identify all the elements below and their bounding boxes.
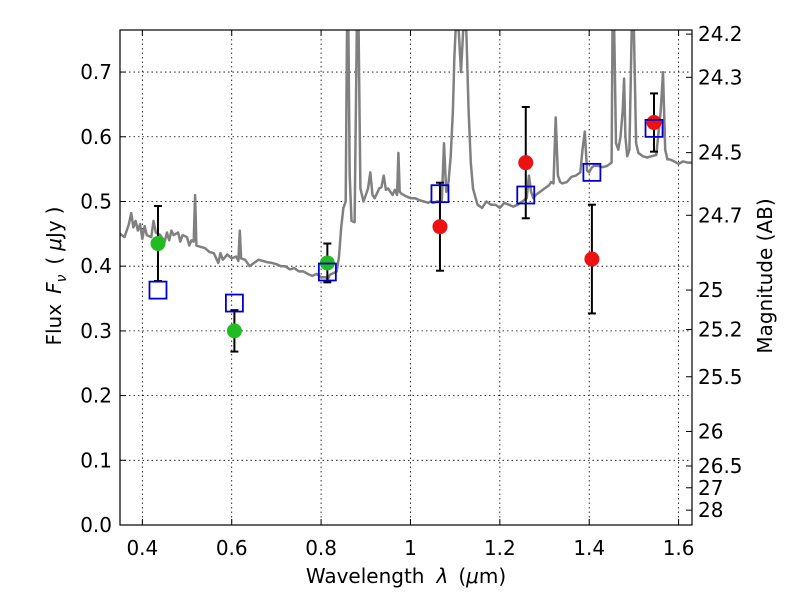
y-axis-label: FluxFν(μJy) [42,206,70,345]
grid [120,30,692,526]
y2-tick-label: 26 [698,419,723,443]
y2-tick-label: 28 [698,498,723,522]
y-tick-label: 0.1 [80,448,112,472]
model-square-marker [430,184,450,204]
y-tick-label: 0.7 [80,60,112,84]
model-square-marker [148,280,168,300]
y2-tick-label: 24.5 [698,141,743,165]
data-point [646,115,662,131]
model-spectrum-line [120,30,692,281]
y-tick-label: 0.4 [80,254,112,278]
model-square-marker [582,162,602,182]
y2-tick-label: 27 [698,476,723,500]
y-tick-label: 0.0 [80,513,112,537]
x-tick-label: 1.6 [663,536,695,560]
y-tick-label: 0.2 [80,384,112,408]
y-tick-label: 0.5 [80,189,112,213]
data-point [584,251,600,267]
plot-frame [119,29,693,526]
data-point [432,219,448,235]
x-tick-label: 1.4 [573,536,605,560]
y2-tick-label: 24.7 [698,203,743,227]
y2-tick-label: 26.5 [698,454,743,478]
x-tick-label: 0.8 [305,536,337,560]
model-square-marker [317,262,337,282]
model-square-marker [644,118,664,138]
ticks [120,30,692,526]
y2-tick-label: 25 [698,278,723,302]
y2-tick-label: 25.5 [698,365,743,389]
data-point [150,236,166,252]
x-axis-label: Wavelength λ (μm) [306,564,506,588]
model-square-marker [224,293,244,313]
x-tick-label: 1.2 [484,536,516,560]
x-tick-label: 1 [404,536,417,560]
x-tick-label: 0.6 [216,536,248,560]
y2-axis-label: Magnitude (AB) [753,198,777,353]
data-point [518,155,534,171]
y2-tick-label: 24.3 [698,65,743,89]
model-square-marker [516,185,536,205]
y-tick-label: 0.6 [80,125,112,149]
y2-tick-label: 25.2 [698,318,743,342]
y2-tick-label: 24.2 [698,22,743,46]
data-point [226,323,242,339]
x-tick-label: 0.4 [126,536,158,560]
tick-labels: 0.4 0.6 0.8 1 1.2 1.4 1.6 0.0 0.1 0.2 0.3 0.4 0.5 0.6… [80,22,742,560]
data-markers [148,92,664,353]
y-tick-label: 0.3 [80,319,112,343]
